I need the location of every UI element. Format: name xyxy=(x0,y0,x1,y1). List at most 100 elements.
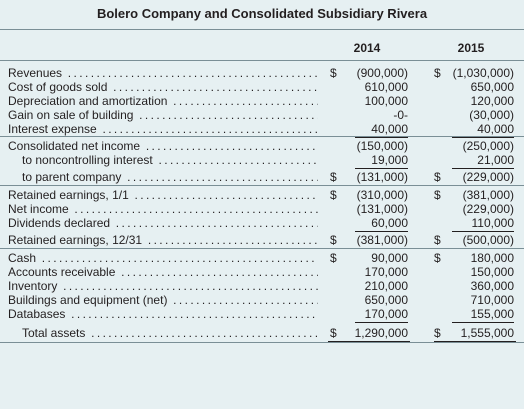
statement-row: Retained earnings, 1/1 .................… xyxy=(0,188,524,202)
currency-symbol: $ xyxy=(330,66,337,80)
row-label: Consolidated net income ................… xyxy=(8,139,318,153)
row-label: Interest expense .......................… xyxy=(8,122,318,136)
leader-dots: ........................................… xyxy=(102,122,318,136)
leader-dots: ........................................… xyxy=(41,251,318,265)
row-label-text: Retained earnings, 12/31 xyxy=(8,233,143,247)
amount-2015: (229,000) xyxy=(462,170,514,184)
statement-row: Revenues ...............................… xyxy=(0,66,524,80)
amount-2015: 1,555,000 xyxy=(460,326,514,340)
amount-2014: 40,000 xyxy=(371,122,408,136)
row-label: Inventory ..............................… xyxy=(8,279,318,293)
row-label-text: to noncontrolling interest xyxy=(22,153,153,167)
amount-2014: 610,000 xyxy=(364,80,408,94)
amount-2015: (229,000) xyxy=(462,202,514,216)
currency-symbol: $ xyxy=(434,326,441,340)
row-label-text: Dividends declared xyxy=(8,216,111,230)
statement-row: Databases ..............................… xyxy=(0,307,524,321)
amount-2014: 100,000 xyxy=(364,94,408,108)
currency-symbol: $ xyxy=(330,233,337,247)
amount-2015: 120,000 xyxy=(470,94,514,108)
row-label-text: Interest expense xyxy=(8,122,97,136)
total-underline xyxy=(434,341,516,342)
total-underline xyxy=(355,231,408,232)
statement-row: Depreciation and amortization ..........… xyxy=(0,94,524,108)
amount-2014: (150,000) xyxy=(356,139,408,153)
row-label: Total assets ...........................… xyxy=(22,326,318,340)
amount-2015: (30,000) xyxy=(469,108,514,122)
amount-2014: (131,000) xyxy=(356,170,408,184)
currency-symbol: $ xyxy=(330,170,337,184)
leader-dots: ........................................… xyxy=(158,153,318,167)
row-label: Cash ...................................… xyxy=(8,251,318,265)
amount-2014: 90,000 xyxy=(371,251,408,265)
statement-row: Cash ...................................… xyxy=(0,251,524,265)
statement-row: Total assets ...........................… xyxy=(0,326,524,340)
row-label: Retained earnings, 1/1 .................… xyxy=(8,188,318,202)
amount-2015: (250,000) xyxy=(462,139,514,153)
row-label: Gain on sale of building ...............… xyxy=(8,108,318,122)
statement-row: Consolidated net income ................… xyxy=(0,139,524,153)
leader-dots: ........................................… xyxy=(91,326,318,340)
row-label-text: Inventory xyxy=(8,279,58,293)
total-underline xyxy=(355,168,408,169)
row-label-text: Buildings and equipment (net) xyxy=(8,293,168,307)
leader-dots: ........................................… xyxy=(113,80,318,94)
total-underline xyxy=(328,341,410,342)
statement-row: Gain on sale of building ...............… xyxy=(0,108,524,122)
currency-symbol: $ xyxy=(434,170,441,184)
statement-row: Retained earnings, 12/31 ...............… xyxy=(0,233,524,247)
leader-dots: ........................................… xyxy=(115,216,318,230)
row-label-text: Net income xyxy=(8,202,69,216)
amount-2015: (1,030,000) xyxy=(452,66,514,80)
amount-2014: (900,000) xyxy=(356,66,408,80)
statement-row: Accounts receivable ....................… xyxy=(0,265,524,279)
row-label-text: to parent company xyxy=(22,170,122,184)
row-label-text: Retained earnings, 1/1 xyxy=(8,188,129,202)
row-label: Accounts receivable ....................… xyxy=(8,265,318,279)
currency-symbol: $ xyxy=(434,233,441,247)
amount-2015: 155,000 xyxy=(470,307,514,321)
amount-2015: 650,000 xyxy=(470,80,514,94)
total-underline xyxy=(452,322,514,323)
currency-symbol: $ xyxy=(330,251,337,265)
amount-2015: 710,000 xyxy=(470,293,514,307)
leader-dots: ........................................… xyxy=(139,108,318,122)
row-label: Buildings and equipment (net) ..........… xyxy=(8,293,318,307)
amount-2015: 40,000 xyxy=(477,122,514,136)
title-divider xyxy=(0,29,524,30)
row-label: Dividends declared .....................… xyxy=(8,216,318,230)
amount-2014: 210,000 xyxy=(364,279,408,293)
statement-row: Dividends declared .....................… xyxy=(0,216,524,230)
currency-symbol: $ xyxy=(330,326,337,340)
total-underline xyxy=(452,231,514,232)
section-divider xyxy=(0,136,524,137)
row-label-text: Databases xyxy=(8,307,66,321)
row-label: Databases ..............................… xyxy=(8,307,318,321)
amount-2015: 360,000 xyxy=(470,279,514,293)
statement-row: Net income .............................… xyxy=(0,202,524,216)
amount-2014: 650,000 xyxy=(364,293,408,307)
currency-symbol: $ xyxy=(434,251,441,265)
amount-2014: (310,000) xyxy=(356,188,408,202)
row-label-text: Cash xyxy=(8,251,37,265)
row-label-text: Total assets xyxy=(22,326,86,340)
total-underline xyxy=(355,322,408,323)
leader-dots: ........................................… xyxy=(173,94,318,108)
row-label-text: Revenues xyxy=(8,66,63,80)
statement-row: Interest expense .......................… xyxy=(0,122,524,136)
section-divider xyxy=(0,342,524,343)
amount-2014: 19,000 xyxy=(371,153,408,167)
statement-row: Cost of goods sold .....................… xyxy=(0,80,524,94)
amount-2014: (381,000) xyxy=(356,233,408,247)
leader-dots: ........................................… xyxy=(63,279,318,293)
leader-dots: ........................................… xyxy=(147,233,318,247)
amount-2015: 21,000 xyxy=(477,153,514,167)
amount-2014: 170,000 xyxy=(364,307,408,321)
statement-row: to parent company ......................… xyxy=(0,170,524,184)
currency-symbol: $ xyxy=(434,66,441,80)
leader-dots: ........................................… xyxy=(67,66,318,80)
row-label-text: Accounts receivable xyxy=(8,265,116,279)
leader-dots: ........................................… xyxy=(71,307,318,321)
row-label-text: Gain on sale of building xyxy=(8,108,134,122)
